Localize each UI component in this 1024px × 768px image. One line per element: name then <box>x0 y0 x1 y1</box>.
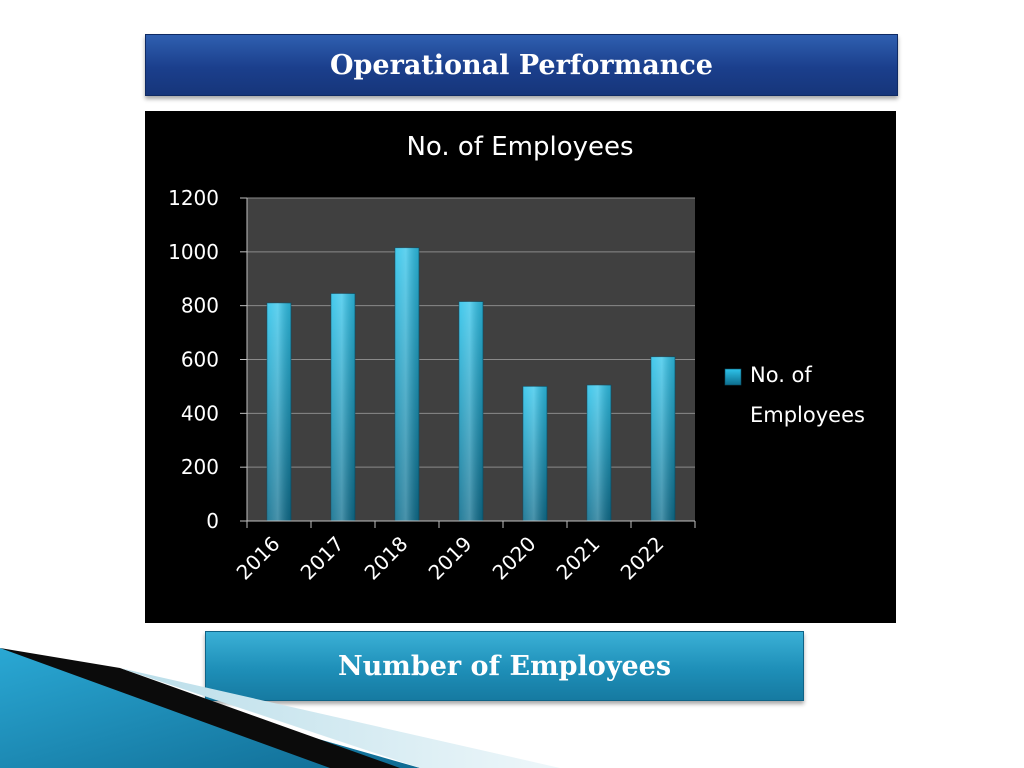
x-tick-label: 2022 <box>616 532 669 585</box>
x-tick-label: 2018 <box>360 532 413 585</box>
chart-title: No. of Employees <box>406 132 633 162</box>
bar-2021 <box>586 384 612 522</box>
bar-2017 <box>330 293 356 522</box>
x-tick-label: 2021 <box>552 532 605 585</box>
corner-swoosh-decoration <box>0 648 560 768</box>
x-tick-label: 2019 <box>424 532 477 585</box>
bar-2022 <box>650 356 676 522</box>
legend: No. of Employees <box>724 363 865 427</box>
y-tick-label: 1200 <box>168 186 219 210</box>
bar-2020 <box>522 386 548 522</box>
chart-panel: No. of Employees 0 200 400 600 800 1000 1200 20… <box>145 111 896 623</box>
bar-2019 <box>458 301 484 522</box>
x-tick-label: 2017 <box>296 532 349 585</box>
bar-2016 <box>266 302 292 522</box>
y-tick-label: 200 <box>181 455 219 479</box>
x-tick-label: 2020 <box>488 532 541 585</box>
y-tick-label: 800 <box>181 294 219 318</box>
slide-title: Operational Performance <box>145 34 898 96</box>
y-tick-label: 1000 <box>168 240 219 264</box>
y-tick-label: 400 <box>181 401 219 425</box>
caption-bar: Number of Employees <box>205 631 804 701</box>
legend-swatch <box>724 368 742 386</box>
legend-label: No. of Employees <box>750 363 865 427</box>
y-tick-label: 600 <box>181 348 219 372</box>
x-tick-label: 2016 <box>232 532 285 585</box>
bar-chart: No. of Employees 0 200 400 600 800 1000 1200 20… <box>168 132 865 585</box>
bar-2018 <box>394 247 420 522</box>
y-tick-label: 0 <box>206 509 219 533</box>
